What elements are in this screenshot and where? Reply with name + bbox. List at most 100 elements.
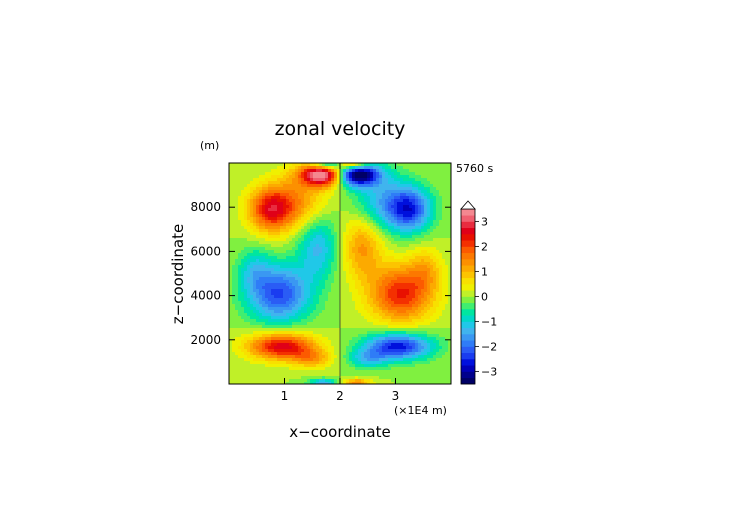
contour-cell xyxy=(403,235,407,239)
contour-cell xyxy=(391,301,395,305)
contour-cell xyxy=(268,220,272,224)
contour-cell xyxy=(298,256,302,260)
contour-cell xyxy=(370,247,374,251)
contour-cell xyxy=(445,178,449,182)
contour-cell xyxy=(241,175,245,179)
contour-cell xyxy=(442,193,446,197)
contour-cell xyxy=(334,328,338,332)
contour-cell xyxy=(283,307,287,311)
contour-cell xyxy=(433,241,437,245)
contour-cell xyxy=(358,286,362,290)
contour-cell xyxy=(256,190,260,194)
contour-cell xyxy=(247,223,251,227)
contour-cell xyxy=(373,253,377,257)
contour-cell xyxy=(379,217,383,221)
contour-cell xyxy=(280,346,284,350)
contour-cell xyxy=(325,343,329,347)
contour-cell xyxy=(397,298,401,302)
contour-cell xyxy=(436,190,440,194)
contour-cell xyxy=(439,325,443,329)
contour-cell xyxy=(253,337,257,341)
contour-cell xyxy=(271,286,275,290)
contour-cell xyxy=(244,277,248,281)
contour-cell xyxy=(265,328,269,332)
contour-cell xyxy=(442,235,446,239)
contour-cell xyxy=(241,214,245,218)
contour-cell xyxy=(400,325,404,329)
contour-cell xyxy=(424,190,428,194)
contour-cell xyxy=(319,163,323,167)
contour-cell xyxy=(388,295,392,299)
contour-cell xyxy=(364,274,368,278)
contour-cell xyxy=(415,340,419,344)
contour-cell xyxy=(313,187,317,191)
contour-cell xyxy=(289,259,293,263)
contour-cell xyxy=(295,262,299,266)
contour-cell xyxy=(301,352,305,356)
contour-cell xyxy=(325,244,329,248)
contour-cell xyxy=(424,346,428,350)
contour-cell xyxy=(262,223,266,227)
contour-cell xyxy=(421,280,425,284)
contour-cell xyxy=(415,163,419,167)
contour-cell xyxy=(424,247,428,251)
contour-cell xyxy=(331,310,335,314)
contour-cell xyxy=(433,301,437,305)
contour-cell xyxy=(433,361,437,365)
contour-cell xyxy=(241,229,245,233)
contour-cell xyxy=(247,292,251,296)
contour-cell xyxy=(337,250,341,254)
contour-cell xyxy=(241,202,245,206)
contour-cell xyxy=(253,187,257,191)
contour-cell xyxy=(337,334,341,338)
contour-cell xyxy=(310,349,314,353)
contour-cell xyxy=(268,343,272,347)
contour-cell xyxy=(238,328,242,332)
contour-cell xyxy=(277,175,281,179)
contour-cell xyxy=(244,352,248,356)
contour-cell xyxy=(376,316,380,320)
contour-cell xyxy=(262,208,266,212)
contour-cell xyxy=(244,310,248,314)
contour-cell xyxy=(328,265,332,269)
contour-cell xyxy=(448,358,452,362)
contour-cell xyxy=(415,301,419,305)
contour-cell xyxy=(334,316,338,320)
contour-cell xyxy=(412,271,416,275)
contour-cell xyxy=(232,259,236,263)
contour-cell xyxy=(427,286,431,290)
contour-cell xyxy=(391,175,395,179)
contour-cell xyxy=(280,277,284,281)
contour-cell xyxy=(385,202,389,206)
contour-cell xyxy=(256,250,260,254)
contour-cell xyxy=(301,295,305,299)
contour-cell xyxy=(382,232,386,236)
contour-cell xyxy=(244,292,248,296)
contour-cell xyxy=(235,304,239,308)
contour-cell xyxy=(382,325,386,329)
contour-cell xyxy=(379,223,383,227)
contour-cell xyxy=(433,352,437,356)
contour-cell xyxy=(385,328,389,332)
contour-cell xyxy=(382,193,386,197)
contour-cell xyxy=(403,253,407,257)
contour-cell xyxy=(445,343,449,347)
contour-cell xyxy=(289,271,293,275)
contour-cell xyxy=(316,328,320,332)
contour-cell xyxy=(277,250,281,254)
contour-cell xyxy=(325,349,329,353)
contour-cell xyxy=(349,253,353,257)
contour-cell xyxy=(367,250,371,254)
contour-cell xyxy=(355,346,359,350)
contour-cell xyxy=(367,274,371,278)
contour-cell xyxy=(340,265,344,269)
contour-cell xyxy=(235,244,239,248)
contour-cell xyxy=(298,220,302,224)
contour-cell xyxy=(358,346,362,350)
contour-cell xyxy=(355,289,359,293)
contour-cell xyxy=(310,277,314,281)
contour-cell xyxy=(313,274,317,278)
contour-cell xyxy=(367,166,371,170)
contour-cell xyxy=(403,268,407,272)
contour-cell xyxy=(229,238,233,242)
